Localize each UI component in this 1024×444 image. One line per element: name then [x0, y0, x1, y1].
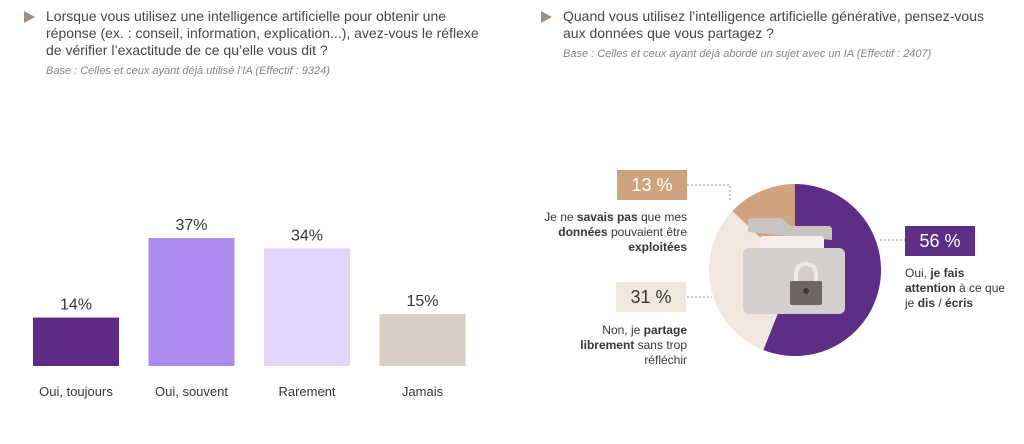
label-segment: Je ne	[544, 210, 577, 224]
label-segment: écris	[945, 296, 974, 310]
bar	[33, 317, 119, 366]
left-base: Base : Celles et ceux ayant déjà utilisé…	[46, 65, 330, 77]
category-label: Rarement	[278, 384, 335, 399]
pie-text-56: Oui, je fais attention à ce que je dis /…	[905, 266, 1015, 311]
label-segment: que mes	[637, 210, 687, 224]
category-label: Oui, toujours	[39, 384, 113, 399]
pie-label-13: 13 %	[617, 170, 687, 200]
label-segment: dis	[917, 296, 936, 310]
label-segment: /	[935, 296, 946, 310]
label-segment: données	[558, 225, 608, 239]
pie-slice	[732, 184, 795, 270]
label-segment: je fais	[930, 266, 965, 280]
left-header: Lorsque vous utilisez une intelligence a…	[24, 8, 486, 78]
label-segment: exploitées	[628, 240, 687, 254]
leader-line	[687, 184, 731, 200]
pie-label-31: 31 %	[616, 282, 686, 312]
right-header: Quand vous utilisez l’intelligence artif…	[541, 8, 1003, 61]
label-segment: attention	[905, 281, 956, 295]
triangle-bullet-icon	[541, 11, 552, 23]
label-segment: savais pas	[576, 210, 638, 224]
label-segment: Non, je	[602, 323, 644, 337]
pie-label-56: 56 %	[905, 226, 975, 256]
category-label: Oui, souvent	[155, 384, 228, 399]
pie-text-31: Non, je partage librement sans trop réfl…	[575, 323, 687, 368]
bar-value-label: 37%	[175, 217, 207, 234]
category-label: Jamais	[402, 384, 444, 399]
bar	[148, 238, 235, 366]
label-segment: à ce que je	[905, 281, 1006, 310]
bar	[379, 314, 466, 366]
bar	[264, 248, 350, 366]
locked-folder-icon	[743, 218, 845, 314]
pie-slice	[709, 211, 795, 350]
triangle-bullet-icon	[24, 11, 35, 23]
label-segment: partage librement	[580, 323, 687, 352]
right-question: Quand vous utilisez l’intelligence artif…	[541, 8, 1003, 42]
label-segment: sans trop réfléchir	[634, 338, 687, 367]
bar-chart: 14% Oui, toujours 37% Oui, souvent 34% Rareme…	[33, 217, 466, 399]
left-question: Lorsque vous utilisez une intelligence a…	[24, 8, 486, 59]
label-segment: Oui,	[905, 266, 931, 280]
pie-slice	[763, 184, 881, 356]
right-base: Base : Celles et ceux ayant déjà abordé …	[563, 48, 932, 60]
bar-value-label: 14%	[60, 297, 92, 314]
pie-text-13: Je ne savais pas que mes données pouvaie…	[535, 210, 687, 255]
label-segment: pouvaient être	[607, 225, 687, 239]
bar-value-label: 34%	[291, 227, 323, 244]
bar-value-label: 15%	[406, 293, 438, 310]
